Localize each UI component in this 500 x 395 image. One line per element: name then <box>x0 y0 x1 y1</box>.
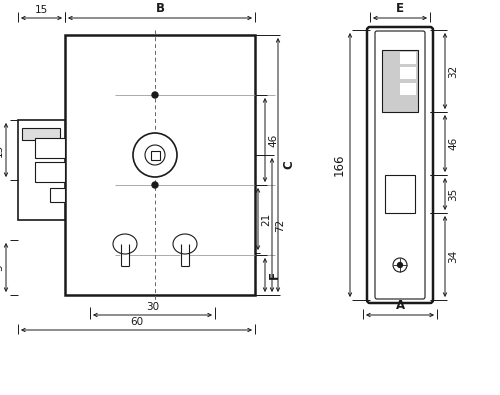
Text: 21: 21 <box>261 213 271 226</box>
Text: A: A <box>396 299 404 312</box>
Text: 32: 32 <box>448 64 458 78</box>
Circle shape <box>152 92 158 98</box>
Polygon shape <box>113 234 137 266</box>
Text: E: E <box>396 2 404 15</box>
Text: 166: 166 <box>333 154 346 176</box>
Text: 46: 46 <box>448 137 458 150</box>
Bar <box>50 188 65 202</box>
Bar <box>400 83 416 95</box>
Text: 15: 15 <box>35 5 48 15</box>
Bar <box>22 128 60 140</box>
Bar <box>385 175 415 213</box>
Text: 3: 3 <box>0 264 4 271</box>
Bar <box>150 150 160 160</box>
Bar <box>400 67 416 79</box>
Circle shape <box>398 263 402 267</box>
Text: 35: 35 <box>448 187 458 201</box>
Text: 72: 72 <box>275 218 285 231</box>
Text: 60: 60 <box>130 317 143 327</box>
Polygon shape <box>173 234 197 266</box>
Text: 15: 15 <box>0 143 4 157</box>
Text: 46: 46 <box>268 134 278 147</box>
Circle shape <box>152 182 158 188</box>
Text: C: C <box>282 161 295 169</box>
Text: F: F <box>268 271 281 279</box>
Text: 30: 30 <box>146 302 159 312</box>
Text: B: B <box>156 2 164 15</box>
Bar <box>65 35 255 295</box>
Bar <box>382 50 418 112</box>
Bar <box>35 162 65 182</box>
Bar <box>400 52 416 64</box>
Circle shape <box>133 133 177 177</box>
FancyBboxPatch shape <box>367 27 433 303</box>
Ellipse shape <box>113 234 137 254</box>
Ellipse shape <box>173 234 197 254</box>
Bar <box>35 138 65 158</box>
Bar <box>18 120 65 220</box>
Text: 34: 34 <box>448 250 458 263</box>
